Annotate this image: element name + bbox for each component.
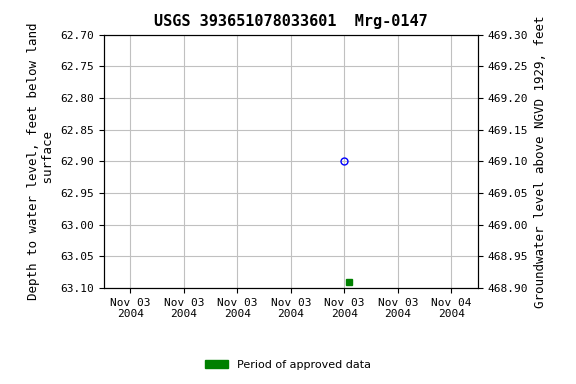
Y-axis label: Depth to water level, feet below land
 surface: Depth to water level, feet below land su…	[26, 23, 55, 300]
Legend: Period of approved data: Period of approved data	[201, 356, 375, 375]
Title: USGS 393651078033601  Mrg-0147: USGS 393651078033601 Mrg-0147	[154, 14, 428, 29]
Y-axis label: Groundwater level above NGVD 1929, feet: Groundwater level above NGVD 1929, feet	[534, 15, 547, 308]
